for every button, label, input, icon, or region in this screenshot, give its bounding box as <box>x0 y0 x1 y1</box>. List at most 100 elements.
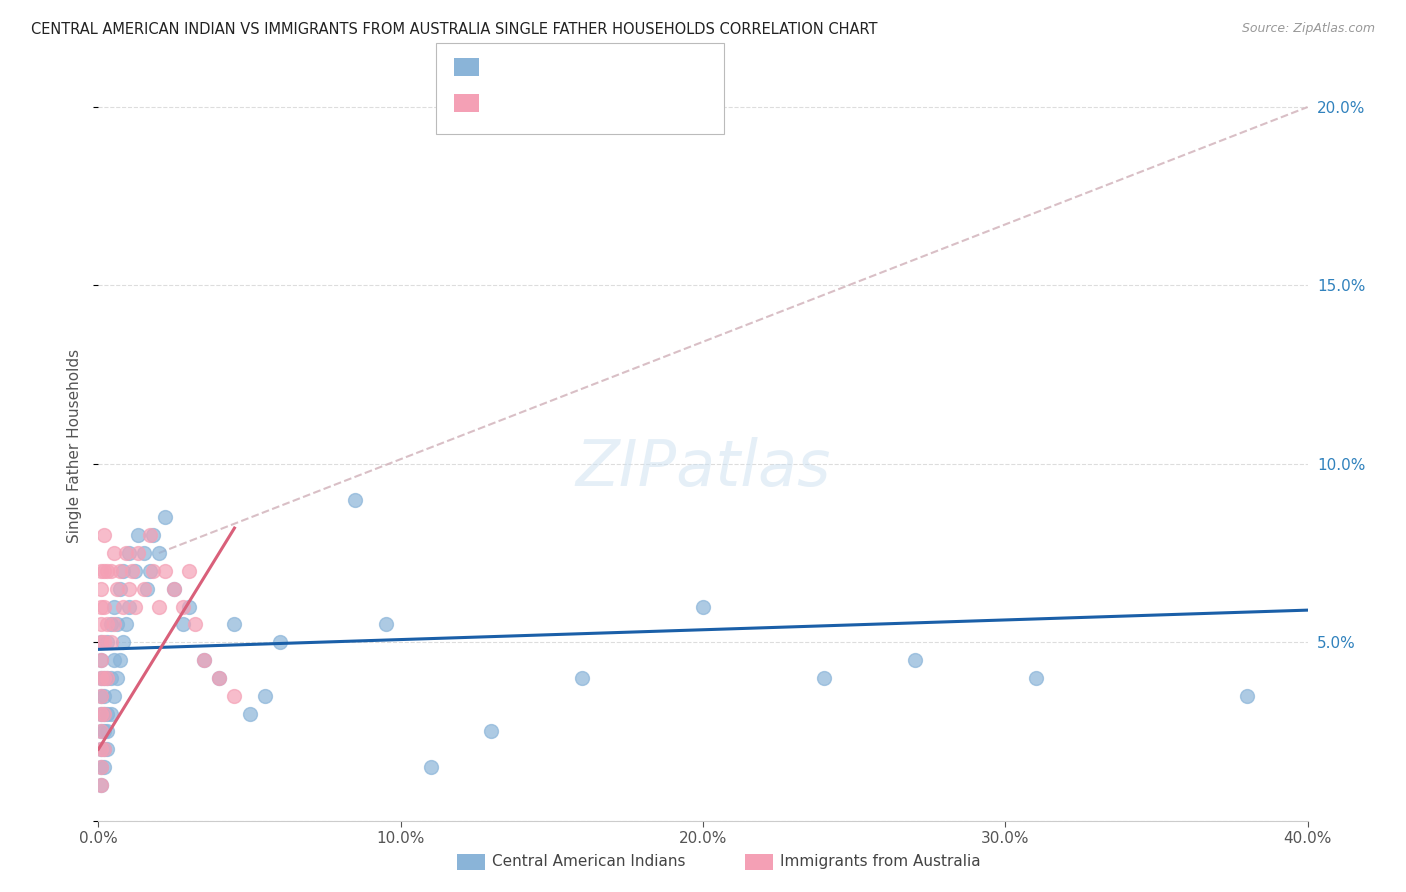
Point <box>105 671 128 685</box>
Point <box>179 564 201 578</box>
Point <box>108 653 131 667</box>
Point <box>90 724 112 739</box>
Point <box>93 635 115 649</box>
Text: 0.314: 0.314 <box>510 96 558 112</box>
Point <box>100 635 122 649</box>
Point <box>139 564 162 578</box>
Point <box>90 671 112 685</box>
Point <box>269 635 291 649</box>
Point <box>93 564 115 578</box>
Point <box>179 599 201 614</box>
Point <box>90 635 112 649</box>
Point <box>813 671 835 685</box>
Point <box>90 599 112 614</box>
Point <box>108 564 131 578</box>
Point <box>142 564 165 578</box>
Point <box>904 653 927 667</box>
Point <box>100 564 122 578</box>
Point <box>103 653 125 667</box>
Y-axis label: Single Father Households: Single Father Households <box>67 349 83 543</box>
Point <box>90 653 112 667</box>
Point <box>224 689 246 703</box>
Text: CENTRAL AMERICAN INDIAN VS IMMIGRANTS FROM AUSTRALIA SINGLE FATHER HOUSEHOLDS CO: CENTRAL AMERICAN INDIAN VS IMMIGRANTS FR… <box>31 22 877 37</box>
Point <box>90 617 112 632</box>
Point <box>420 760 443 774</box>
Point <box>139 528 162 542</box>
Text: ZIPatlas: ZIPatlas <box>575 437 831 500</box>
Text: Source: ZipAtlas.com: Source: ZipAtlas.com <box>1241 22 1375 36</box>
Point <box>90 778 112 792</box>
Point <box>163 582 186 596</box>
Point <box>118 582 141 596</box>
Point <box>184 617 207 632</box>
Point <box>96 671 118 685</box>
Point <box>344 492 367 507</box>
Text: 0.087: 0.087 <box>510 61 558 76</box>
Point <box>100 706 122 721</box>
Point <box>111 599 134 614</box>
Point <box>163 582 186 596</box>
Point <box>172 599 194 614</box>
Point <box>692 599 714 614</box>
Text: 47: 47 <box>595 96 616 112</box>
Point <box>100 671 122 685</box>
Point <box>114 617 136 632</box>
Point <box>90 706 112 721</box>
Point <box>96 564 118 578</box>
Text: R =: R = <box>485 96 519 112</box>
Point <box>571 671 593 685</box>
Point <box>127 546 149 560</box>
Point <box>224 617 246 632</box>
Point <box>103 617 125 632</box>
Point <box>121 564 143 578</box>
Point <box>132 546 155 560</box>
Point <box>90 689 112 703</box>
Point <box>93 742 115 756</box>
Point <box>93 528 115 542</box>
Point <box>103 599 125 614</box>
Point <box>103 546 125 560</box>
Point <box>118 546 141 560</box>
Text: R =: R = <box>485 61 519 76</box>
Point <box>93 706 115 721</box>
Point <box>90 582 112 596</box>
Point <box>93 671 115 685</box>
Point <box>90 742 112 756</box>
Point <box>103 689 125 703</box>
Text: Immigrants from Australia: Immigrants from Australia <box>780 855 981 869</box>
Point <box>96 671 118 685</box>
Point <box>96 742 118 756</box>
Point <box>90 653 112 667</box>
Point <box>108 582 131 596</box>
Point <box>135 582 157 596</box>
Point <box>96 724 118 739</box>
Text: 62: 62 <box>595 61 616 76</box>
Point <box>153 510 176 524</box>
Point <box>153 564 176 578</box>
Point <box>93 689 115 703</box>
Point <box>208 671 231 685</box>
Point <box>93 599 115 614</box>
Point <box>90 760 112 774</box>
Point <box>374 617 396 632</box>
Point <box>148 599 170 614</box>
Point <box>111 635 134 649</box>
Point <box>239 706 262 721</box>
Point <box>90 760 112 774</box>
Point <box>253 689 276 703</box>
Point <box>124 599 146 614</box>
Point <box>90 689 112 703</box>
Point <box>93 742 115 756</box>
Point <box>96 635 118 649</box>
Point <box>96 706 118 721</box>
Point <box>193 653 215 667</box>
Point <box>114 546 136 560</box>
Point <box>90 564 112 578</box>
Point <box>90 724 112 739</box>
Text: N =: N = <box>569 61 603 76</box>
Point <box>100 617 122 632</box>
Point <box>148 546 170 560</box>
Point <box>481 724 503 739</box>
Point <box>124 564 146 578</box>
Point <box>93 760 115 774</box>
